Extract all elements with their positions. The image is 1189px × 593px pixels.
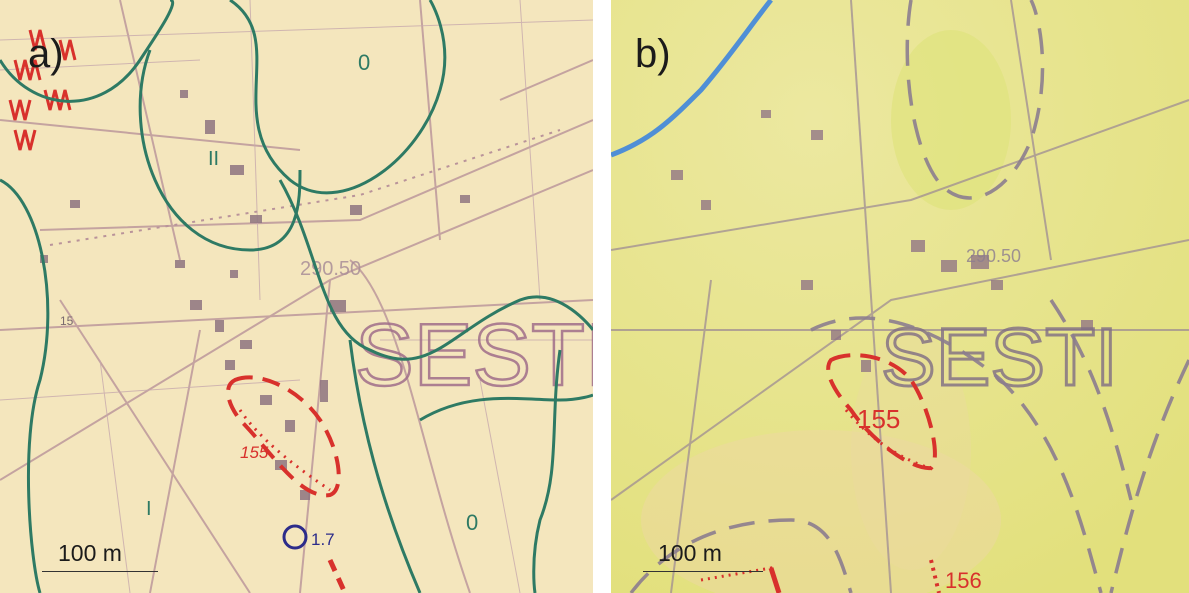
zone-label-0-bottom: 0: [466, 510, 478, 535]
river-b: [611, 0, 773, 158]
panel-label-b: b): [635, 32, 671, 76]
elevation-label-b: 290.50: [966, 246, 1021, 266]
site-label-155-a: 155: [240, 443, 269, 462]
road-label-a: 15: [60, 314, 74, 328]
map-panel-a: SESTI 290.50 15 0 II 0 I: [0, 0, 594, 593]
panel-label-a: a): [28, 32, 64, 76]
zone-label-II: II: [208, 148, 219, 170]
zone-labels-a: 0 II 0 I: [146, 50, 478, 535]
scale-text-b: 100 m: [658, 540, 722, 566]
zone-label-0-top: 0: [358, 50, 370, 75]
zone-contours-a: [0, 0, 593, 593]
elevation-label-a: 290.50: [300, 258, 361, 280]
scale-bar-b: [643, 571, 763, 572]
site-label-156-b: 156: [945, 568, 982, 593]
buildings-b: [671, 110, 1093, 372]
map-b-canvas: SESTI 290.50 155 156: [611, 0, 1189, 593]
map-panel-b: SESTI 290.50 155 156 b) 100 m: [611, 0, 1189, 593]
spring-marker: [282, 524, 308, 550]
site-label-155-b: 155: [857, 404, 900, 434]
scale-bar-a: [42, 571, 158, 572]
hazard-area-155-a: [226, 375, 341, 498]
zone-boundaries-b: [629, 0, 1189, 593]
zone-label-I: I: [146, 498, 152, 520]
scale-text-a: 100 m: [58, 540, 122, 566]
roads-a: [0, 0, 593, 593]
map-a-canvas: SESTI 290.50 15 0 II 0 I: [0, 0, 593, 593]
place-name-label-b: SESTI: [881, 312, 1118, 403]
spring-label: 1.7: [311, 530, 335, 549]
place-name-label-a: SESTI: [355, 305, 593, 404]
